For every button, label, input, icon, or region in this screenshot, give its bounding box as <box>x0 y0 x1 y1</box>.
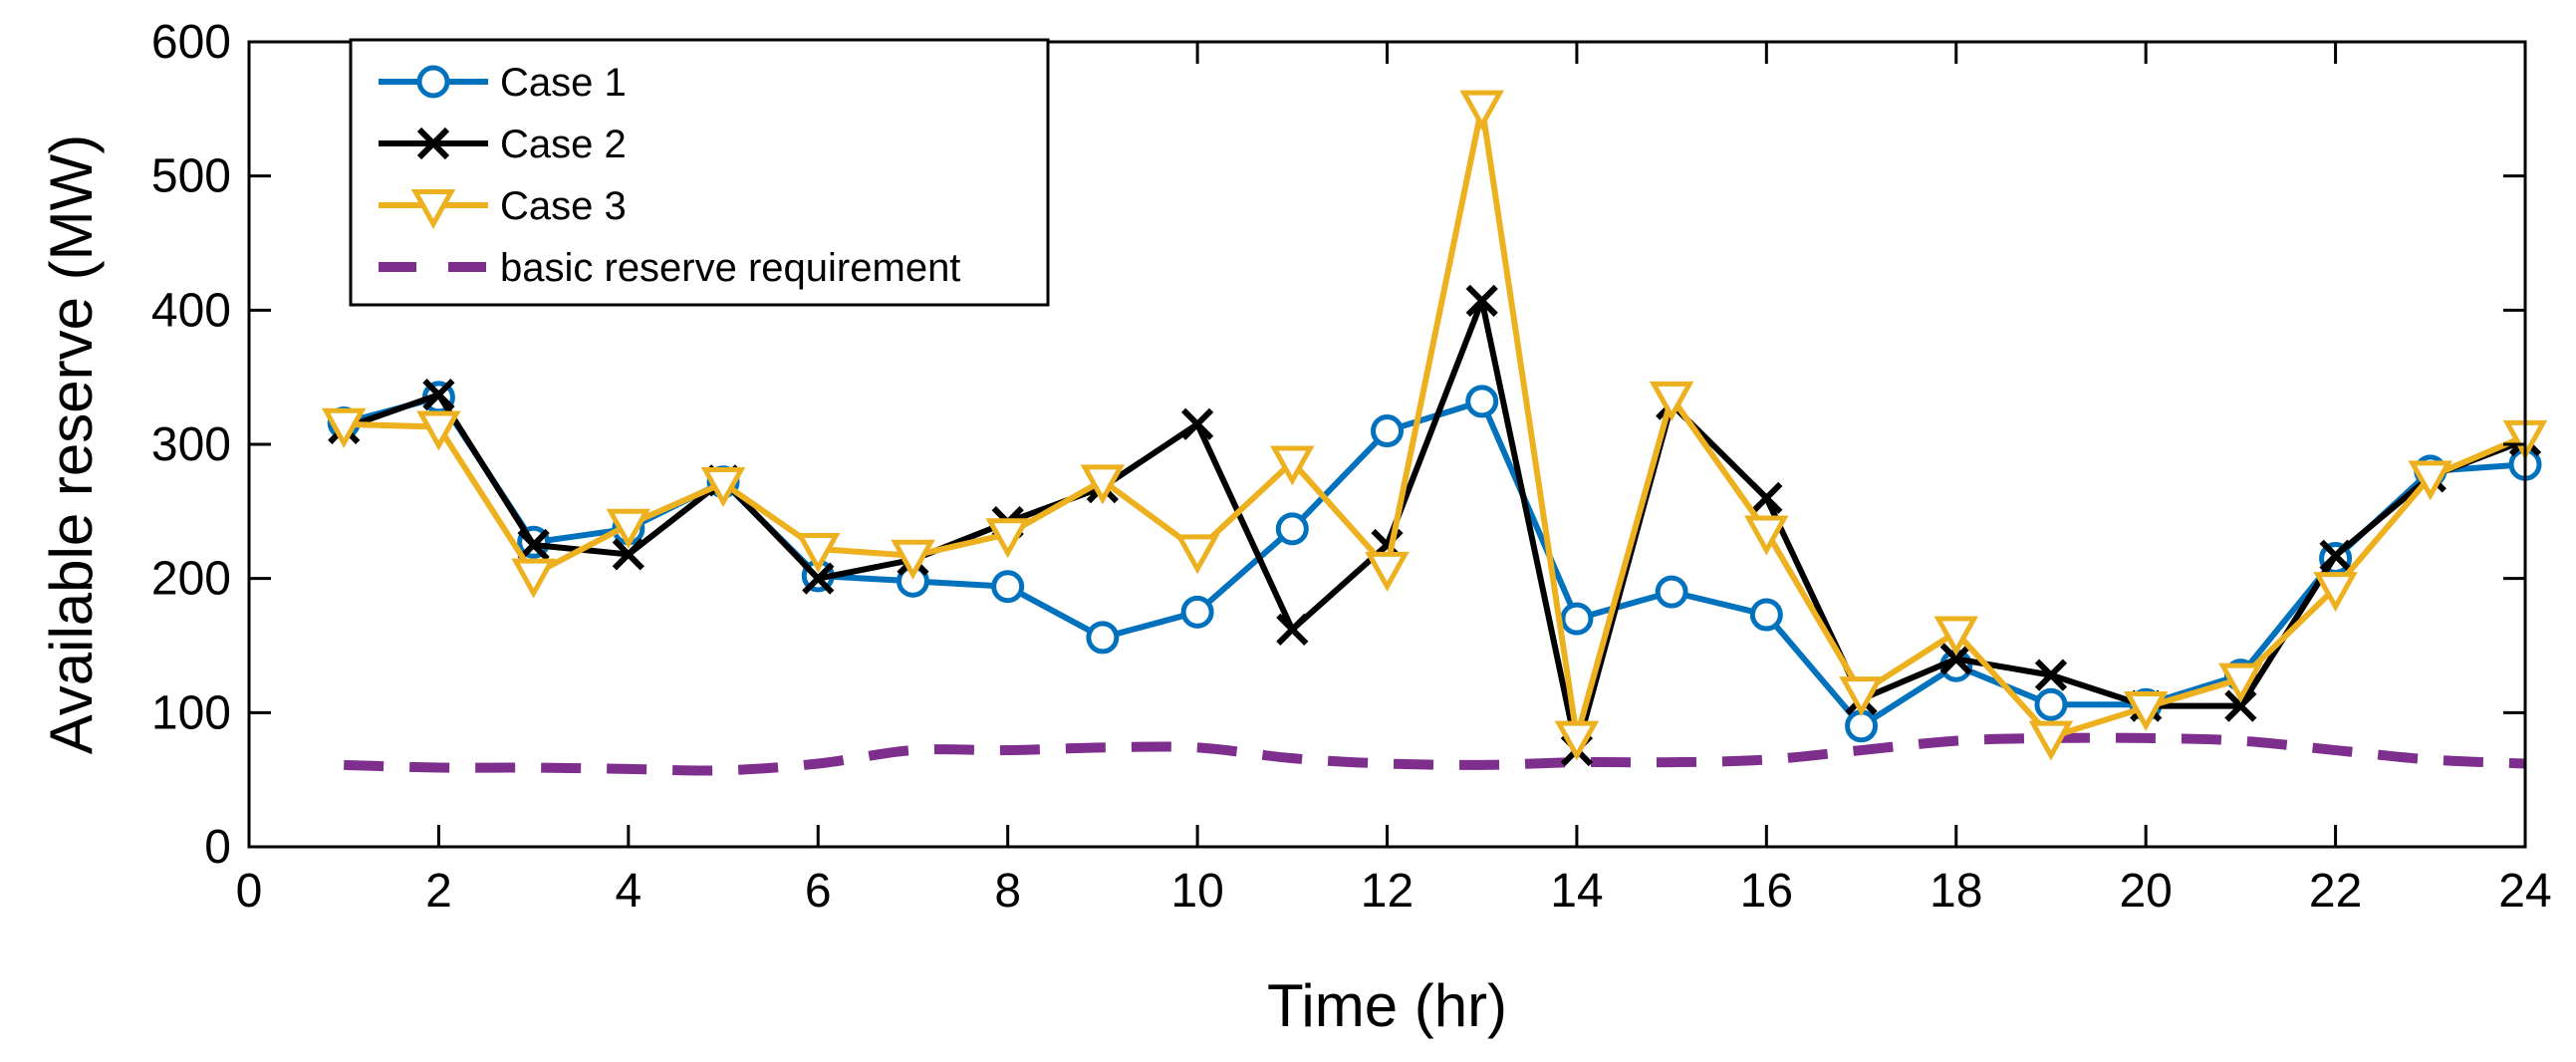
data-point <box>1749 598 1783 632</box>
data-point <box>517 528 550 562</box>
y-tick-label: 0 <box>204 821 231 874</box>
x-tick-label: 16 <box>1740 865 1793 918</box>
series-case-2 <box>328 284 2542 767</box>
x-tick-label: 8 <box>994 865 1021 918</box>
legend-label: basic reserve requirement <box>500 246 960 290</box>
x-tick-label: 20 <box>2119 865 2172 918</box>
data-point <box>2218 663 2263 703</box>
y-tick-label: 500 <box>151 150 231 203</box>
x-tick-label: 6 <box>805 865 832 918</box>
legend-item: basic reserve requirement <box>379 246 960 290</box>
data-point <box>891 539 935 580</box>
data-point <box>1655 575 1688 609</box>
data-point <box>2319 539 2352 572</box>
data-point <box>2034 659 2068 691</box>
x-tick-label: 0 <box>236 865 263 918</box>
data-point <box>1560 602 1594 636</box>
y-tick-label: 100 <box>151 686 231 739</box>
x-tick-label: 12 <box>1361 865 1414 918</box>
y-tick-label: 300 <box>151 418 231 471</box>
data-point <box>2313 572 2358 613</box>
legend-label: Case 3 <box>500 184 627 228</box>
series-line <box>343 394 2526 729</box>
legend-item: Case 2 <box>379 123 627 166</box>
data-point <box>1174 534 1220 575</box>
y-tick-label: 600 <box>151 16 231 69</box>
x-axis: 0 2 4 6 8 10 12 14 16 18 20 22 24 <box>236 42 2552 918</box>
data-point <box>606 508 651 549</box>
x-tick-label: 14 <box>1550 865 1603 918</box>
data-point <box>796 533 841 574</box>
data-point <box>612 538 644 571</box>
data-point <box>1465 385 1499 418</box>
x-tick-label: 4 <box>615 865 642 918</box>
data-point <box>2123 690 2169 731</box>
legend-marker <box>410 189 456 230</box>
y-tick-label: 200 <box>151 553 231 606</box>
y-axis: 0 100 200 300 400 500 600 <box>151 16 2525 874</box>
data-point <box>1086 621 1120 655</box>
data-point <box>1080 464 1126 505</box>
data-point <box>1180 595 1214 629</box>
x-tick-label: 2 <box>425 865 452 918</box>
data-point <box>1365 551 1410 592</box>
legend-item: Case 1 <box>379 61 627 105</box>
data-point <box>1276 613 1309 646</box>
data-point <box>1371 414 1404 448</box>
x-tick-label: 22 <box>2309 865 2362 918</box>
data-point <box>2034 687 2068 721</box>
x-tick-label: 18 <box>1930 865 1982 918</box>
data-point <box>1939 643 1972 675</box>
data-point <box>802 562 835 595</box>
data-point <box>700 467 746 508</box>
data-point <box>2028 720 2074 761</box>
x-tick-label: 10 <box>1170 865 1223 918</box>
data-point <box>1275 512 1309 546</box>
data-point <box>985 518 1030 559</box>
data-point <box>416 410 461 451</box>
legend-item: Case 3 <box>379 184 627 230</box>
data-point <box>1750 481 1783 514</box>
data-point <box>1649 381 1694 421</box>
y-axis-title: Available reserve (MW) <box>38 134 105 754</box>
data-point <box>1744 515 1789 556</box>
series-basic-reserve-requirement <box>344 732 2526 776</box>
x-tick-label: 24 <box>2498 865 2551 918</box>
legend-marker <box>416 127 450 160</box>
data-point <box>1839 676 1884 717</box>
data-point <box>422 379 455 411</box>
data-point <box>1270 445 1315 486</box>
data-point <box>1554 720 1600 761</box>
data-point <box>2408 460 2453 501</box>
y-tick-label: 400 <box>151 284 231 337</box>
legend: Case 1 Case 2 Case 3 basic reserve requirem… <box>349 38 1050 307</box>
data-point <box>511 558 556 599</box>
data-point <box>991 570 1025 604</box>
data-point <box>1180 407 1214 440</box>
data-point <box>2224 689 2257 722</box>
legend-marker <box>416 65 450 99</box>
series-case-3 <box>321 90 2548 761</box>
legend-label: Case 2 <box>500 123 627 166</box>
series-line <box>343 297 2527 754</box>
data-point <box>321 407 367 448</box>
data-point <box>1459 90 1504 131</box>
plot-content <box>321 90 2548 776</box>
legend-label: Case 1 <box>500 61 627 105</box>
data-point <box>1933 616 1978 657</box>
data-point <box>1465 284 1498 318</box>
x-axis-title: Time (hr) <box>1267 972 1507 1039</box>
series-line <box>344 732 2526 776</box>
